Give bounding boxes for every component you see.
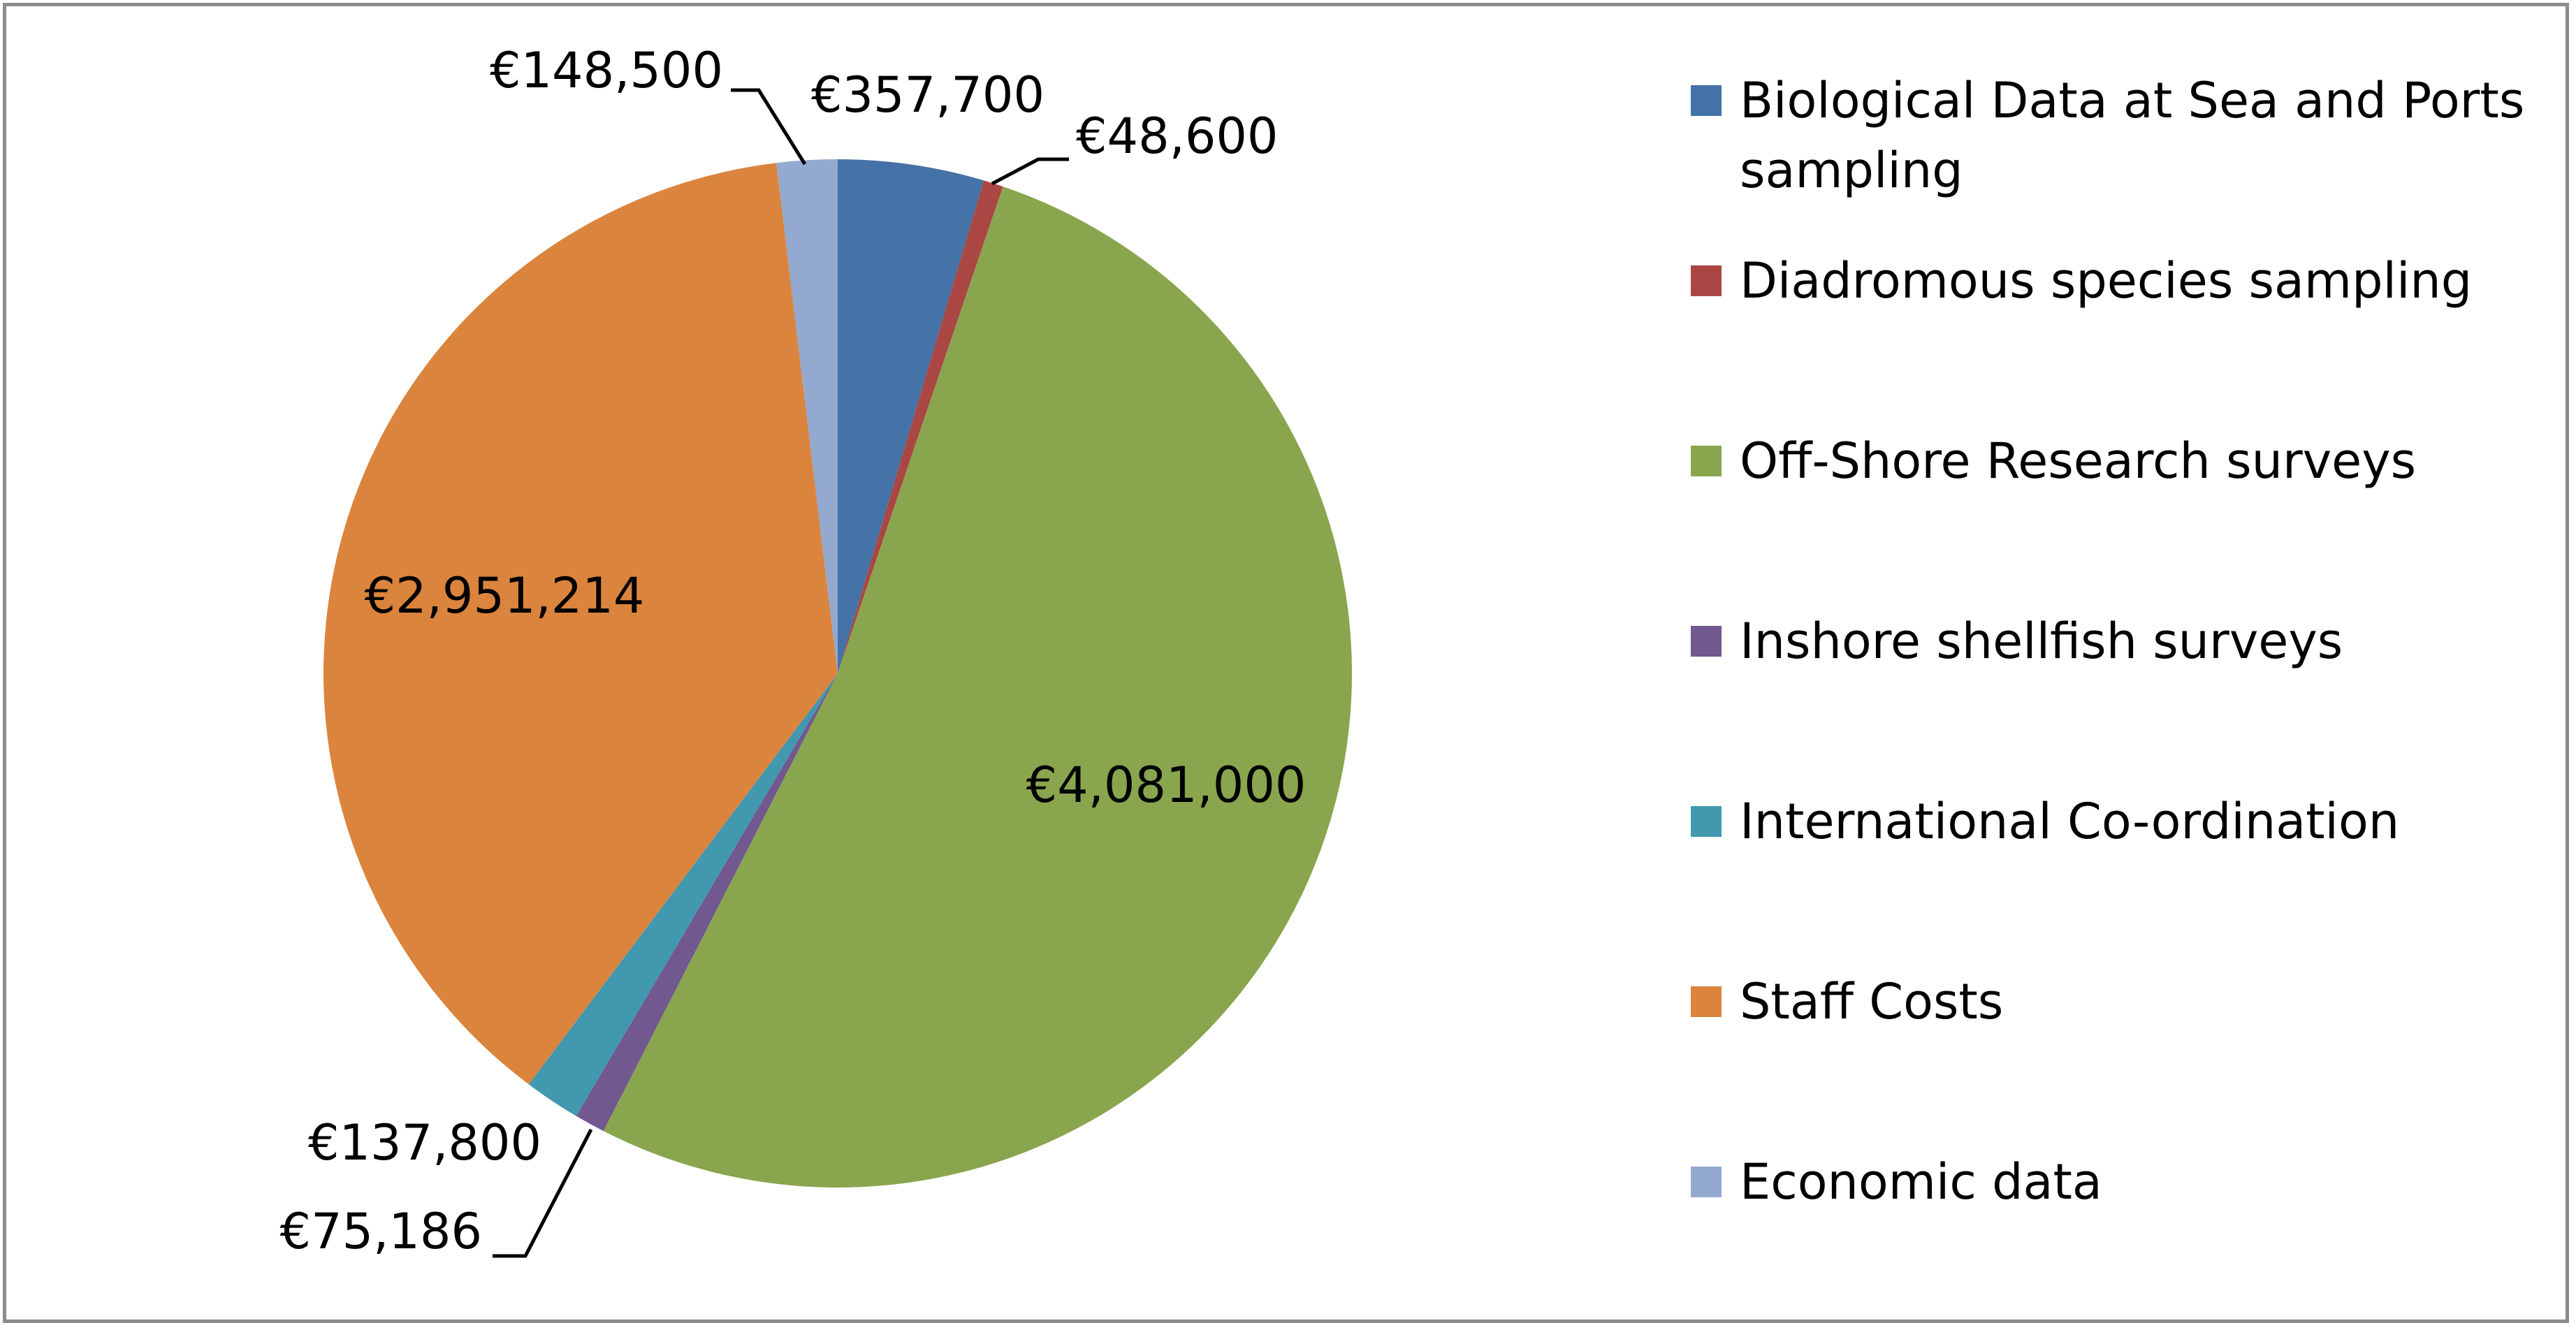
pie-slice	[838, 159, 984, 673]
legend-label: Biological Data at Sea and Ports samplin…	[1740, 72, 2525, 199]
legend-label: Diadromous species sampling	[1740, 252, 2473, 309]
legend-swatch	[1691, 446, 1722, 476]
legend-swatch	[1691, 265, 1722, 296]
legend-entry: International Co-ordination	[1691, 787, 2529, 856]
pie-slice	[528, 673, 838, 1116]
data-label: €2,951,214	[365, 567, 645, 624]
legend-swatch	[1691, 626, 1722, 657]
leader-line	[731, 88, 807, 166]
pie-slice	[838, 180, 1003, 673]
legend-swatch	[1691, 85, 1722, 116]
pie-slice	[603, 187, 1352, 1188]
legend-label: Economic data	[1740, 1153, 2102, 1211]
data-label: €148,500	[490, 42, 723, 99]
legend-entry: Inshore shellfish surveys	[1691, 606, 2529, 676]
legend-entry: Off-Shore Research surveys	[1691, 426, 2529, 496]
pie-slice	[576, 673, 838, 1132]
data-label: €357,700	[811, 66, 1045, 124]
legend-label: Staff Costs	[1740, 973, 2004, 1030]
legend-entry: Biological Data at Sea and Ports samplin…	[1691, 66, 2529, 205]
legend-label: International Co-ordination	[1740, 793, 2400, 850]
leader-line	[991, 157, 1069, 186]
legend-swatch	[1691, 806, 1722, 837]
legend-label: Off-Shore Research surveys	[1740, 432, 2417, 490]
legend-swatch	[1691, 986, 1722, 1017]
data-label: €75,186	[280, 1203, 482, 1260]
legend-swatch	[1691, 1167, 1722, 1197]
leader-line	[493, 1128, 593, 1258]
pie-slice	[323, 163, 838, 1085]
chart-frame	[3, 3, 2569, 1323]
data-label: €4,081,000	[1026, 757, 1307, 814]
legend-entry: Economic data	[1691, 1147, 2529, 1217]
data-label: €137,800	[308, 1114, 541, 1171]
legend-label: Inshore shellfish surveys	[1740, 613, 2343, 670]
data-label: €48,600	[1076, 108, 1278, 165]
pie-slice	[776, 159, 838, 673]
legend-entry: Diadromous species sampling	[1691, 246, 2529, 316]
legend-entry: Staff Costs	[1691, 967, 2529, 1037]
